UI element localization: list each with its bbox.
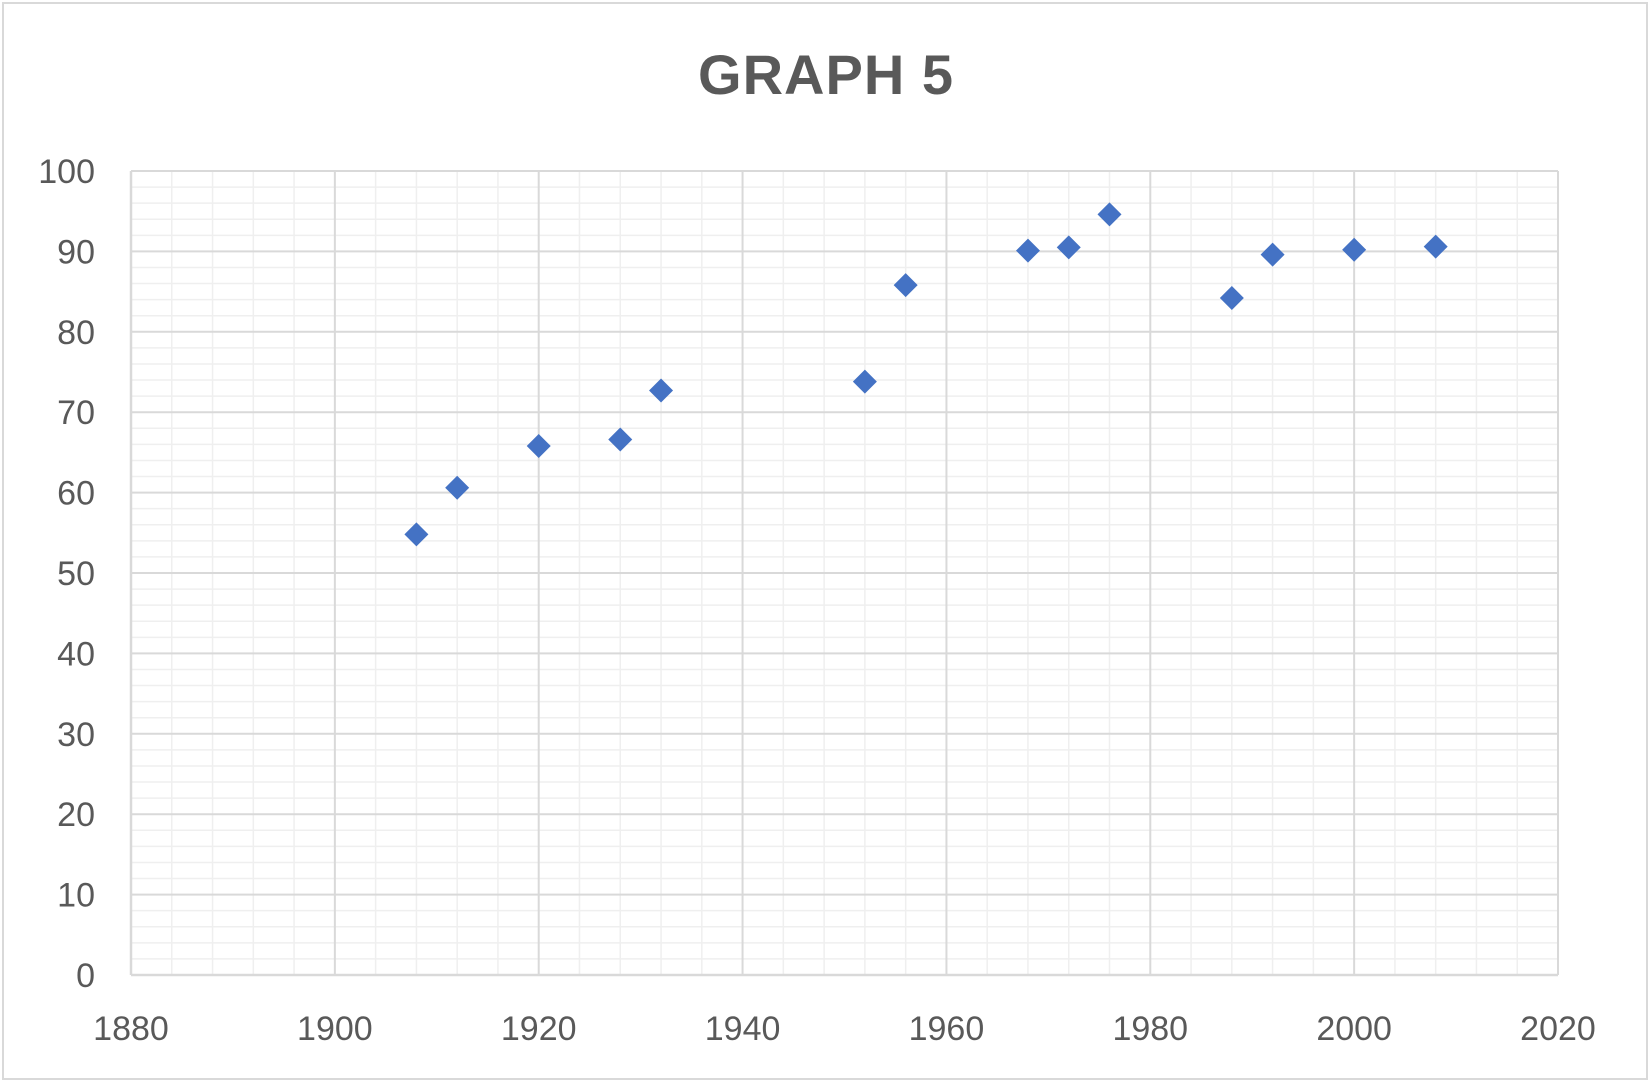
x-tick-label: 1980	[1112, 1010, 1188, 1048]
data-point-diamond	[404, 522, 429, 547]
data-point-diamond	[1219, 286, 1244, 311]
axis-lines	[129, 171, 1558, 977]
x-tick-label: 1940	[705, 1010, 781, 1048]
data-point-diamond	[1015, 238, 1040, 263]
y-tick-label: 0	[76, 957, 95, 995]
data-point-diamond	[1423, 234, 1448, 259]
data-point-diamond	[1260, 242, 1285, 267]
x-tick-label: 1960	[909, 1010, 985, 1048]
data-point-diamond	[1342, 237, 1367, 262]
x-tick-label: 1900	[297, 1010, 373, 1048]
x-tick-label: 1880	[93, 1010, 169, 1048]
y-axis-tick-labels: 0 10 20 30 40 50 60 70 80 90 100	[38, 153, 95, 995]
data-point-diamond	[1056, 235, 1081, 260]
x-tick-label: 2020	[1520, 1010, 1596, 1048]
y-tick-label: 70	[57, 394, 95, 432]
x-axis-tick-labels: 1880 1900 1920 1940 1960 1980 2000 2020	[93, 1010, 1596, 1048]
chart-title: GRAPH 5	[698, 43, 954, 106]
y-tick-label: 100	[38, 153, 95, 191]
y-tick-label: 90	[57, 233, 95, 271]
data-points	[404, 202, 1448, 547]
y-tick-label: 60	[57, 475, 95, 513]
data-point-diamond	[649, 378, 674, 403]
data-point-diamond	[445, 475, 470, 500]
y-tick-label: 30	[57, 716, 95, 754]
x-tick-label: 2000	[1316, 1010, 1392, 1048]
y-tick-label: 10	[57, 877, 95, 915]
data-point-diamond	[1097, 202, 1122, 227]
y-tick-label: 50	[57, 555, 95, 593]
x-tick-label: 1920	[501, 1010, 577, 1048]
y-tick-label: 40	[57, 635, 95, 673]
data-point-diamond	[893, 273, 918, 298]
y-tick-label: 80	[57, 314, 95, 352]
data-point-diamond	[852, 369, 877, 394]
y-tick-label: 20	[57, 796, 95, 834]
major-grid	[130, 170, 1559, 976]
data-point-diamond	[608, 427, 633, 452]
data-point-diamond	[526, 433, 551, 458]
